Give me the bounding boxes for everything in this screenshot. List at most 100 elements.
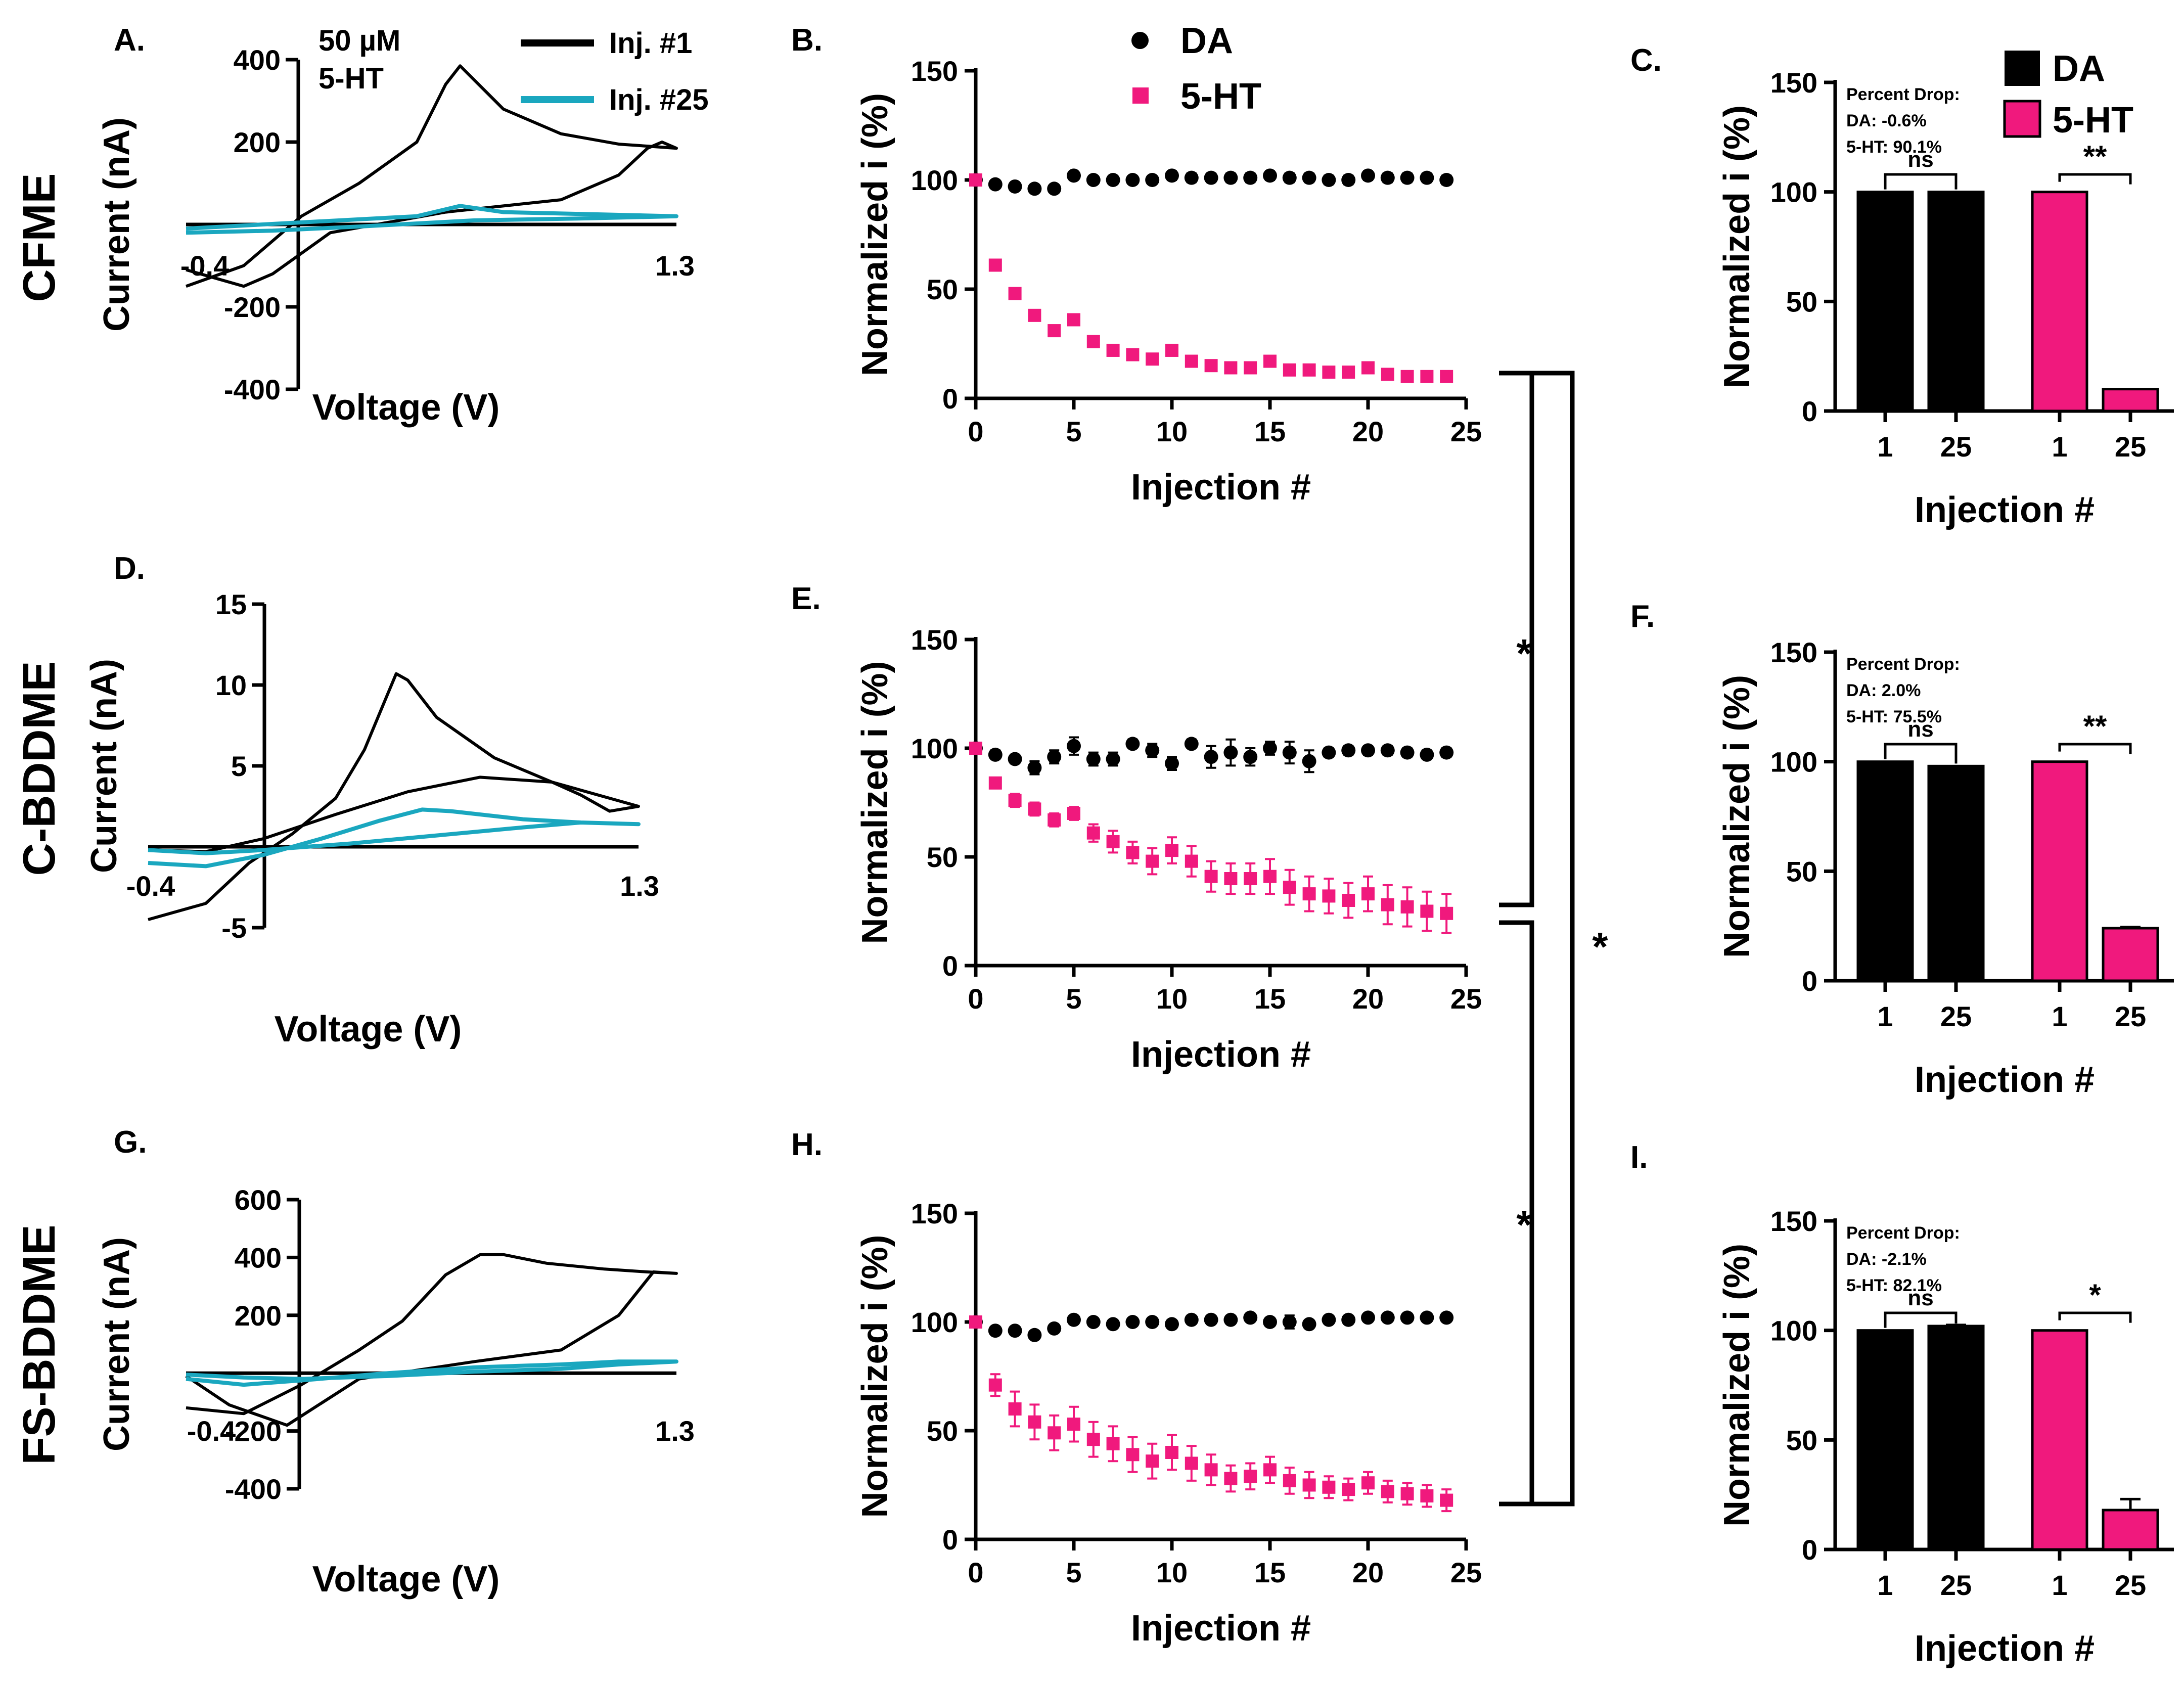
- bar-da-inj25: [1927, 1325, 1985, 1551]
- scatter-y-axis-label: Normalized i (%): [855, 1235, 895, 1518]
- scatter-x-tick-label: 15: [1254, 416, 1286, 447]
- bar-x-tick-label: 1: [2052, 1000, 2067, 1032]
- scatter-y-tick-label: 50: [927, 1415, 958, 1447]
- bar-y-tick-label: 100: [1770, 1315, 1817, 1347]
- cv-y-tick-label: 5: [231, 750, 247, 782]
- cv-trace-inj1: [148, 672, 640, 921]
- data-point-5ht: [1342, 366, 1355, 379]
- bar-x-axis-label: Injection #: [1915, 1628, 2095, 1669]
- data-point-da: [1302, 754, 1316, 768]
- bar-legend-da-swatch: [2005, 51, 2040, 86]
- bar-x-tick-label: 1: [1877, 431, 1893, 463]
- scatter-y-tick-label: 100: [911, 733, 958, 764]
- data-point-da: [1184, 737, 1199, 751]
- bar-x-tick-label: 1: [1877, 1569, 1893, 1601]
- bar-y-axis-label: Normalized i (%): [1717, 105, 1757, 388]
- scatter-x-axis-label: Injection #: [1131, 467, 1311, 508]
- sig-bracket: [1884, 743, 1958, 764]
- data-point-da: [1420, 1310, 1434, 1325]
- cv-trace-inj1: [185, 1253, 678, 1427]
- cv-y-tick-label: -200: [224, 291, 281, 323]
- scatter-y-tick-label: 50: [927, 273, 958, 305]
- data-point-da: [1282, 745, 1297, 760]
- data-point-5ht: [1322, 1480, 1336, 1494]
- data-point-da: [1322, 173, 1336, 187]
- bar-y-tick-label: 50: [1786, 286, 1817, 317]
- data-point-5ht: [1204, 870, 1218, 883]
- sig-label: ns: [1907, 147, 1933, 172]
- data-point-da: [1125, 173, 1140, 187]
- sig-star-b-vs-e: *: [1516, 631, 1532, 676]
- data-point-5ht: [1106, 835, 1120, 848]
- data-point-da: [1223, 745, 1238, 760]
- data-point-da: [1027, 181, 1042, 196]
- scatter-x-tick-label: 10: [1156, 416, 1188, 447]
- data-point-5ht: [1008, 794, 1022, 807]
- cross-panel-brackets: [1499, 371, 1575, 1507]
- data-point-da: [1223, 170, 1238, 185]
- cv-y-tick-label: -400: [224, 374, 281, 405]
- cv-y-tick-label: 10: [215, 669, 247, 701]
- scatter-y-tick-label: 100: [911, 164, 958, 196]
- data-point-5ht: [1381, 898, 1394, 911]
- scatter-y-tick-label: 0: [942, 1524, 958, 1556]
- legend-5ht-label: 5-HT: [1180, 76, 1261, 117]
- sig-label: **: [2083, 140, 2107, 173]
- bar-x-tick-label: 1: [2052, 431, 2067, 463]
- cv-y-tick-label: 200: [234, 126, 281, 158]
- cv-trace-inj25: [148, 807, 641, 869]
- scatter-x-tick-label: 0: [968, 416, 983, 447]
- data-point-5ht: [1381, 1485, 1394, 1498]
- data-point-5ht: [1361, 361, 1375, 375]
- data-point-da: [988, 177, 1003, 192]
- data-point-5ht: [1146, 352, 1159, 366]
- percent-drop-note: 5-HT: 90.1%: [1846, 138, 1942, 157]
- data-point-5ht: [1263, 354, 1277, 368]
- data-point-da: [1204, 170, 1218, 185]
- cv-y-axis-label: Current (nA): [97, 1237, 137, 1451]
- data-point-da: [1263, 741, 1277, 755]
- cv-legend-analyte: 5-HT: [318, 62, 384, 95]
- sig-label: ns: [1907, 1286, 1933, 1310]
- bracket-b-vs-e: [1499, 371, 1534, 907]
- data-point-5ht: [1302, 1478, 1316, 1492]
- data-point-da: [988, 1324, 1003, 1338]
- data-point-da: [1204, 1312, 1218, 1327]
- data-point-da: [1361, 743, 1375, 758]
- data-point-da: [1067, 739, 1081, 753]
- bar-y-tick-label: 50: [1786, 1424, 1817, 1456]
- bar-x-tick-label: 1: [2052, 1569, 2067, 1601]
- bar-da-inj1: [1856, 1329, 1914, 1551]
- data-point-5ht: [1165, 1446, 1178, 1459]
- cv-x-axis-label: Voltage (V): [275, 1009, 462, 1050]
- data-point-5ht: [1106, 343, 1120, 357]
- bar-da-inj1: [1856, 760, 1914, 982]
- data-point-da: [1322, 745, 1336, 760]
- cv-legend: 50 µM 5-HT Inj. #1 Inj. #25: [318, 24, 709, 116]
- injection-panel-e: 0 50 100 150 0 5 10 15 20 25 Injection # Normalized…: [855, 624, 1482, 1075]
- cv-y-axis-label: Current (nA): [97, 117, 137, 332]
- data-point-da: [1106, 752, 1120, 766]
- cv-trace-inj1: [185, 64, 678, 288]
- data-point-da: [1086, 752, 1101, 766]
- bar-x-tick-label: 25: [2115, 431, 2146, 463]
- cv-x-tick-label: 1.3: [620, 870, 659, 902]
- data-point-5ht: [1342, 1483, 1355, 1496]
- bar-x-axis-label: Injection #: [1915, 1060, 2095, 1100]
- data-point-da: [1067, 168, 1081, 183]
- bar-5ht-inj25: [2102, 1509, 2159, 1551]
- data-point-da: [1361, 1310, 1375, 1325]
- data-point-da: [1400, 1310, 1415, 1325]
- scatter-x-tick-label: 20: [1352, 416, 1384, 447]
- bar-panel-i: 0 50 100 150 1 25 1 25 ns * Percent Drop: DA: -2.1%…: [1717, 1205, 2174, 1669]
- bar-legend: DA 5-HT: [2003, 49, 2133, 141]
- panel-letter-h: H.: [791, 1127, 823, 1162]
- scatter-y-axis-label: Normalized i (%): [855, 661, 895, 944]
- data-point-da: [1086, 173, 1101, 187]
- bar-x-tick-label: 25: [1940, 1000, 1972, 1032]
- data-point-da: [1047, 181, 1062, 196]
- data-point-da: [1439, 745, 1454, 760]
- bar-y-tick-label: 150: [1770, 67, 1817, 99]
